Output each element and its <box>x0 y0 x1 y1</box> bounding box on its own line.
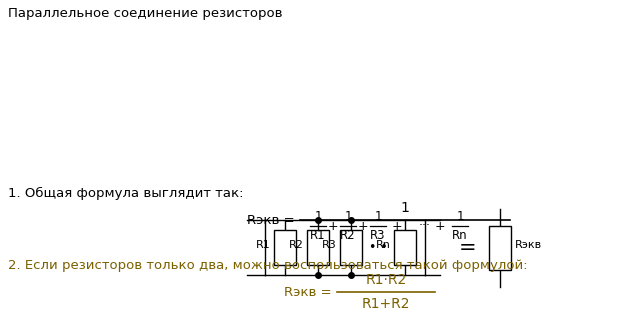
Text: 1: 1 <box>401 201 409 215</box>
Text: Rэкв: Rэкв <box>515 241 542 251</box>
Text: Rэкв =: Rэкв = <box>247 213 295 226</box>
Text: R2: R2 <box>340 229 356 242</box>
Text: =: = <box>459 238 477 258</box>
Text: R1·R2: R1·R2 <box>365 273 407 287</box>
Text: +: + <box>392 219 402 232</box>
Text: R2: R2 <box>289 241 304 251</box>
Text: +: + <box>435 219 445 232</box>
Text: 1: 1 <box>456 210 464 223</box>
Bar <box>394 230 416 265</box>
Text: +: + <box>328 219 339 232</box>
Text: Rn: Rn <box>452 229 468 242</box>
Text: R1: R1 <box>310 229 326 242</box>
Text: 1: 1 <box>344 210 352 223</box>
Text: 1. Общая формула выглядит так:: 1. Общая формула выглядит так: <box>8 187 244 200</box>
Text: ···: ··· <box>419 219 431 232</box>
Bar <box>274 230 296 265</box>
Text: R3: R3 <box>370 229 386 242</box>
Text: • •: • • <box>369 241 388 254</box>
Text: 2. Если резисторов только два, можно воспользоваться такой формулой:: 2. Если резисторов только два, можно вос… <box>8 259 528 272</box>
Text: R3: R3 <box>322 241 337 251</box>
Text: +: + <box>358 219 368 232</box>
Text: R1+R2: R1+R2 <box>361 297 410 311</box>
Text: 1: 1 <box>314 210 322 223</box>
Bar <box>489 225 511 269</box>
Bar <box>307 230 329 265</box>
Text: Rn: Rn <box>376 241 391 251</box>
Text: 1: 1 <box>374 210 382 223</box>
Text: Rэкв =: Rэкв = <box>285 285 332 298</box>
Text: Параллельное соединение резисторов: Параллельное соединение резисторов <box>8 7 283 20</box>
Text: R1: R1 <box>256 241 271 251</box>
Bar <box>340 230 362 265</box>
